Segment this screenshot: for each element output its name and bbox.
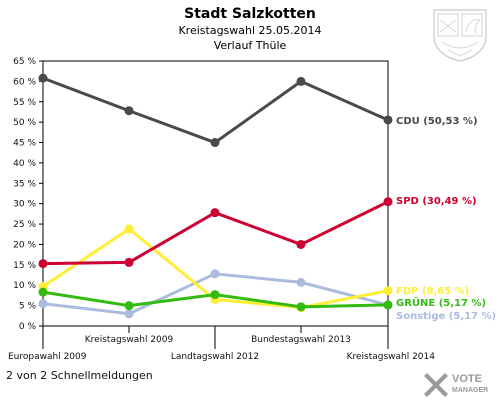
chart-subsubtitle: Verlauf Thüle: [214, 39, 287, 52]
y-tick-label: 15 %: [13, 261, 36, 271]
y-tick-label: 5 %: [19, 302, 37, 312]
y-tick-label: 50 %: [13, 118, 36, 128]
series-end-label-spd: SPD (30,49 %): [396, 196, 477, 207]
data-point-spd: [296, 239, 306, 249]
data-point-fdp: [124, 224, 134, 234]
vote-manager-logo: VOTE MANAGER: [424, 373, 488, 397]
logo-text-manager: MANAGER: [452, 387, 488, 394]
data-point-grüne: [383, 300, 393, 310]
series-end-label-cdu: CDU (50,53 %): [396, 116, 478, 127]
x-category-label: Kreistagswahl 2014: [347, 352, 436, 362]
series-end-label-sonstige: Sonstige (5,17 %): [396, 311, 496, 322]
logo-text-vote: VOTE: [452, 373, 482, 385]
data-point-spd: [210, 208, 220, 218]
x-category-label: Landtagswahl 2012: [171, 352, 259, 362]
series-line-cdu: [42, 76, 389, 145]
y-axis: 0 % 5 % 10 % 15 % 20 % 25 % 30 % 35 % 40 % 45 % 50…: [13, 57, 43, 332]
y-tick-label: 55 %: [13, 98, 36, 108]
plot-frame: [42, 60, 389, 327]
y-tick-label: 40 %: [13, 159, 36, 169]
x-category-label: Bundestagswahl 2013: [251, 335, 351, 345]
data-point-fdp: [383, 286, 393, 296]
y-tick-label: 0 %: [19, 322, 37, 332]
chart-title: Stadt Salzkotten: [184, 6, 316, 22]
x-category-label: Kreistagswahl 2009: [85, 335, 174, 345]
y-tick-label: 25 %: [13, 220, 36, 230]
data-point-sonstige: [210, 269, 220, 279]
data-point-grüne: [296, 302, 306, 312]
vote-manager-icon: [424, 373, 448, 397]
data-point-spd: [38, 259, 48, 269]
data-point-grüne: [124, 301, 134, 311]
series-end-label-grüne: GRÜNE (5,17 %): [396, 295, 486, 309]
data-point-cdu: [38, 73, 48, 83]
series-group: [38, 73, 393, 319]
data-point-sonstige: [124, 309, 134, 319]
y-tick-label: 45 %: [13, 139, 36, 149]
coat-of-arms-icon: [433, 9, 487, 62]
y-tick-label: 10 %: [13, 281, 36, 291]
y-tick-label: 35 %: [13, 179, 36, 189]
data-point-cdu: [210, 138, 220, 148]
series-end-label-fdp: FDP (8,65 %): [396, 286, 469, 297]
y-tick-label: 20 %: [13, 240, 36, 250]
data-point-sonstige: [38, 299, 48, 309]
data-point-cdu: [124, 106, 134, 116]
footer-status: 2 von 2 Schnellmeldungen: [6, 369, 153, 382]
y-tick-label: 65 %: [13, 57, 36, 67]
data-point-sonstige: [296, 277, 306, 287]
data-point-cdu: [296, 76, 306, 86]
data-point-grüne: [38, 287, 48, 297]
y-tick-label: 60 %: [13, 77, 36, 87]
data-point-cdu: [383, 115, 393, 125]
chart-subtitle: Kreistagswahl 25.05.2014: [178, 24, 321, 37]
data-point-spd: [124, 257, 134, 267]
y-tick-label: 30 %: [13, 200, 36, 210]
data-point-spd: [383, 197, 393, 207]
x-axis: Europawahl 2009 Kreistagswahl 2009 Landtag…: [8, 326, 435, 362]
end-labels: CDU (50,53 %) SPD (30,49 %) FDP (8,65 %)GR…: [396, 116, 496, 322]
x-category-label: Europawahl 2009: [8, 352, 87, 362]
data-point-grüne: [210, 290, 220, 300]
